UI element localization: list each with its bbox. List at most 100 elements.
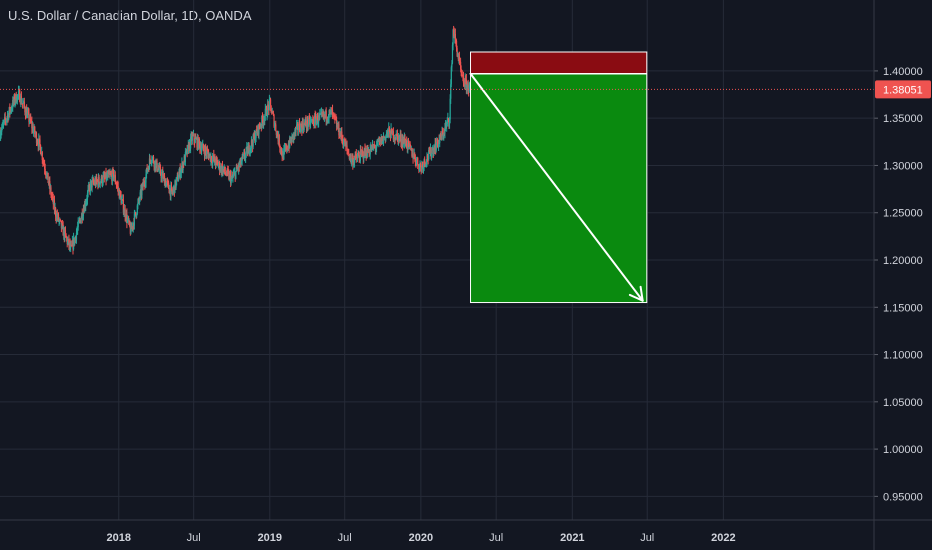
- candles: [0, 25, 472, 255]
- candle-body: [439, 138, 441, 143]
- candle-body: [216, 158, 218, 160]
- candle-body: [128, 218, 130, 223]
- candle-body: [276, 131, 279, 137]
- candle-body: [347, 148, 349, 152]
- candle-body: [242, 156, 244, 157]
- candle-body: [341, 131, 343, 139]
- candle-body: [390, 128, 392, 139]
- candle-body: [75, 232, 78, 240]
- last-price-label: 1.38051: [883, 84, 923, 96]
- candle-body: [77, 227, 79, 231]
- candle-body: [374, 146, 377, 150]
- candle-body: [14, 101, 16, 104]
- candle-body: [268, 99, 271, 110]
- candle-body: [453, 29, 455, 33]
- candle-body: [171, 187, 173, 193]
- candle-body: [437, 140, 440, 147]
- candle-body: [148, 158, 151, 170]
- candle-body: [468, 84, 470, 92]
- candle-body: [355, 154, 357, 158]
- candle-body: [307, 119, 309, 127]
- candle-body: [425, 164, 427, 166]
- candle-body: [57, 214, 60, 221]
- candle-body: [314, 115, 316, 117]
- short-position-tool[interactable]: [469, 51, 648, 304]
- candle-body: [227, 169, 229, 171]
- candle-body: [120, 195, 122, 204]
- candle-body: [185, 151, 187, 153]
- candle-body: [249, 147, 251, 153]
- candle-body: [43, 161, 45, 165]
- candle-body: [130, 225, 132, 234]
- candle-body: [406, 140, 408, 148]
- candle-body: [49, 181, 51, 190]
- candle-body: [319, 113, 321, 115]
- candle-body: [407, 140, 409, 149]
- candle-body: [242, 154, 244, 157]
- candle-body: [371, 145, 373, 151]
- candle-body: [375, 145, 378, 149]
- candle-body: [458, 56, 461, 62]
- candle-body: [396, 134, 399, 137]
- candle-body: [295, 127, 297, 133]
- time-tick-label: Jul: [338, 532, 352, 544]
- candle-body: [71, 245, 73, 247]
- candle-body: [176, 177, 178, 181]
- candle-body: [24, 106, 26, 113]
- candle-body: [385, 135, 387, 141]
- candle-body: [9, 109, 12, 113]
- candle-body: [296, 124, 298, 128]
- candle-body: [341, 138, 343, 141]
- candle-body: [398, 135, 400, 139]
- candle-body: [143, 181, 145, 184]
- candle-body: [407, 140, 410, 142]
- price-tick-label: 1.05000: [883, 397, 923, 409]
- candle-body: [353, 158, 356, 164]
- candle-body: [115, 183, 118, 186]
- candle-body: [0, 131, 2, 135]
- candle-body: [217, 165, 220, 167]
- candle-body: [38, 138, 40, 147]
- candle-body: [354, 154, 356, 159]
- candle-body: [22, 103, 24, 104]
- candle-body: [144, 182, 147, 185]
- candle-body: [151, 160, 153, 162]
- candle-body: [1, 123, 3, 129]
- candle-body: [179, 168, 181, 177]
- candle-body: [397, 135, 400, 143]
- candle-body: [446, 122, 448, 127]
- time-tick-label: 2018: [107, 532, 131, 544]
- candle-body: [386, 132, 388, 136]
- candle-body: [430, 147, 432, 158]
- candle-body: [35, 133, 38, 143]
- candle-body: [461, 75, 463, 77]
- candle-body: [333, 113, 335, 115]
- candle-body: [302, 122, 304, 128]
- candle-body: [134, 212, 137, 215]
- candle-body: [162, 175, 164, 179]
- time-tick-label: 2022: [711, 532, 735, 544]
- candle-body: [413, 158, 415, 160]
- candle-body: [436, 138, 439, 144]
- candle-body: [448, 119, 451, 124]
- candle-body: [459, 62, 462, 69]
- candle-body: [327, 117, 330, 120]
- candle-body: [243, 153, 246, 158]
- candle-body: [278, 135, 280, 147]
- candle-body: [342, 143, 345, 145]
- candle-body: [373, 145, 375, 149]
- candle-body: [450, 84, 452, 99]
- candle-body: [420, 164, 422, 167]
- candle-body: [409, 143, 411, 147]
- candle-body: [202, 143, 204, 149]
- candle-body: [228, 174, 231, 180]
- candle-body: [77, 221, 79, 228]
- candle-body: [34, 126, 36, 134]
- candle-body: [261, 115, 263, 126]
- candle-body: [102, 176, 104, 183]
- chart-title: U.S. Dollar / Canadian Dollar, 1D, OANDA: [8, 8, 252, 23]
- candle-body: [417, 157, 419, 165]
- candle-body: [365, 149, 367, 157]
- candle-body: [212, 158, 214, 164]
